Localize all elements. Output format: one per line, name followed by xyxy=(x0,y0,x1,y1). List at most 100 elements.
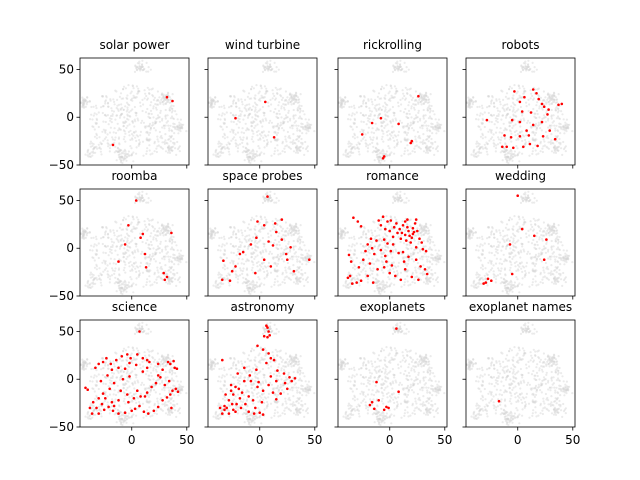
background-point xyxy=(160,93,163,96)
background-point xyxy=(118,274,121,277)
background-point xyxy=(267,198,270,202)
background-point xyxy=(395,119,398,122)
background-point xyxy=(511,101,515,104)
background-point xyxy=(347,142,350,145)
background-point xyxy=(564,124,567,127)
background-point xyxy=(547,117,550,120)
background-point xyxy=(294,251,297,254)
background-point xyxy=(291,97,294,100)
background-point xyxy=(413,117,416,120)
background-point xyxy=(243,237,246,241)
background-point xyxy=(340,237,344,240)
highlight-point xyxy=(139,236,142,239)
background-point xyxy=(350,148,353,151)
background-point xyxy=(499,234,502,237)
background-point xyxy=(388,278,391,281)
background-point xyxy=(380,290,383,293)
background-point xyxy=(492,139,495,142)
background-point xyxy=(422,133,425,136)
background-point xyxy=(430,104,433,108)
background-point xyxy=(422,139,425,142)
background-point xyxy=(138,65,141,68)
background-point xyxy=(291,141,294,144)
background-point xyxy=(352,235,356,238)
background-point xyxy=(373,245,377,248)
background-point xyxy=(508,156,511,159)
background-point xyxy=(405,115,408,118)
background-point xyxy=(548,96,551,99)
background-point xyxy=(305,146,308,149)
background-point xyxy=(115,114,118,117)
background-point xyxy=(380,239,383,242)
background-point xyxy=(135,146,138,149)
background-point xyxy=(276,243,279,246)
background-point xyxy=(486,143,489,146)
background-point xyxy=(263,96,266,99)
background-point xyxy=(108,150,111,153)
background-point xyxy=(273,70,276,73)
background-point xyxy=(170,111,173,114)
background-point xyxy=(406,138,409,141)
background-point xyxy=(434,279,438,282)
background-point xyxy=(343,232,346,235)
background-point xyxy=(359,261,362,264)
background-point xyxy=(554,107,557,110)
background-point xyxy=(170,147,173,150)
background-point xyxy=(123,148,126,151)
background-point xyxy=(164,150,168,153)
background-point xyxy=(252,152,255,155)
background-point xyxy=(378,159,381,162)
background-point xyxy=(267,67,270,71)
background-point xyxy=(414,266,417,269)
background-point xyxy=(166,146,170,149)
background-point xyxy=(381,148,384,151)
background-point xyxy=(121,112,124,115)
background-point xyxy=(389,108,392,111)
background-point xyxy=(367,119,370,122)
background-point xyxy=(377,149,380,152)
background-point xyxy=(405,197,408,200)
background-point xyxy=(145,192,148,195)
background-point xyxy=(146,107,149,111)
background-point xyxy=(419,278,422,281)
background-point xyxy=(226,136,229,139)
background-point xyxy=(384,153,387,156)
background-point xyxy=(382,105,385,108)
background-point xyxy=(146,278,149,281)
background-point xyxy=(123,130,126,133)
background-point xyxy=(234,142,237,145)
background-point xyxy=(296,151,300,154)
background-point xyxy=(420,96,423,99)
background-point xyxy=(547,141,550,144)
background-point xyxy=(170,135,173,139)
background-point xyxy=(362,262,365,265)
background-point xyxy=(297,106,300,109)
background-point xyxy=(382,271,385,274)
background-point xyxy=(135,85,138,88)
background-point xyxy=(124,281,127,284)
highlight-point xyxy=(264,100,267,104)
background-point xyxy=(274,125,278,128)
background-point xyxy=(407,153,410,156)
background-point xyxy=(217,273,220,276)
background-point xyxy=(142,285,145,288)
background-point xyxy=(388,154,391,157)
background-point xyxy=(401,89,404,92)
background-point xyxy=(521,216,525,219)
background-point xyxy=(399,271,403,274)
background-point xyxy=(173,141,176,145)
highlight-point xyxy=(537,97,540,101)
background-point xyxy=(119,223,123,226)
background-point xyxy=(532,217,535,220)
background-point xyxy=(110,109,114,112)
background-point xyxy=(145,138,148,141)
background-point xyxy=(406,124,409,127)
background-point xyxy=(141,98,144,101)
background-point xyxy=(278,243,281,247)
background-point xyxy=(122,88,125,91)
background-point xyxy=(102,270,105,273)
background-point xyxy=(342,99,346,102)
background-point xyxy=(554,260,557,263)
background-point xyxy=(345,148,348,151)
background-point xyxy=(175,284,178,287)
